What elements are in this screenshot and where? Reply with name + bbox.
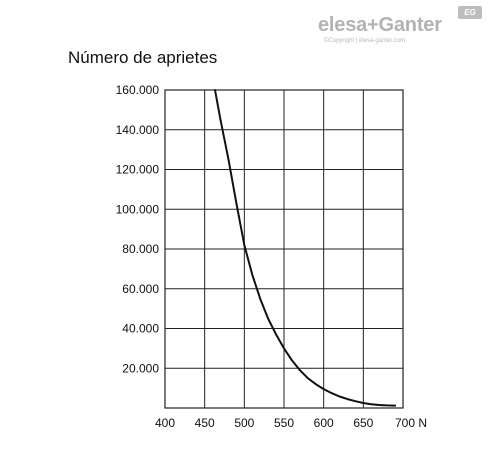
x-tick-label: 500 <box>234 416 254 430</box>
y-tick-label: 20.000 <box>122 361 159 375</box>
x-tick-label: 450 <box>195 416 215 430</box>
y-tick-label: 140.000 <box>116 123 160 137</box>
logo-badge: EG <box>458 6 482 19</box>
x-tick-label: 550 <box>274 416 294 430</box>
y-tick-label: 160.000 <box>116 83 160 97</box>
x-tick-label: 400 <box>155 416 175 430</box>
y-tick-label: 60.000 <box>122 282 159 296</box>
plot-frame <box>164 89 404 409</box>
logo-copyright: ©Copyright | elesa-ganter.com <box>324 38 406 44</box>
y-tick-label: 100.000 <box>116 202 160 216</box>
x-tick-label: 700 N <box>395 416 427 430</box>
x-tick-label: 600 <box>314 416 334 430</box>
y-tick-label: 120.000 <box>116 163 160 177</box>
series-line <box>214 89 397 407</box>
x-tick-label: 650 <box>353 416 373 430</box>
y-tick-label: 80.000 <box>122 242 159 256</box>
chart-title: Número de aprietes <box>68 48 218 67</box>
y-tick-label: 40.000 <box>122 322 159 336</box>
brand-logo: elesa+Ganter ©Copyright | elesa-ganter.c… <box>318 6 483 50</box>
logo-brand-text: elesa+Ganter <box>318 14 442 36</box>
